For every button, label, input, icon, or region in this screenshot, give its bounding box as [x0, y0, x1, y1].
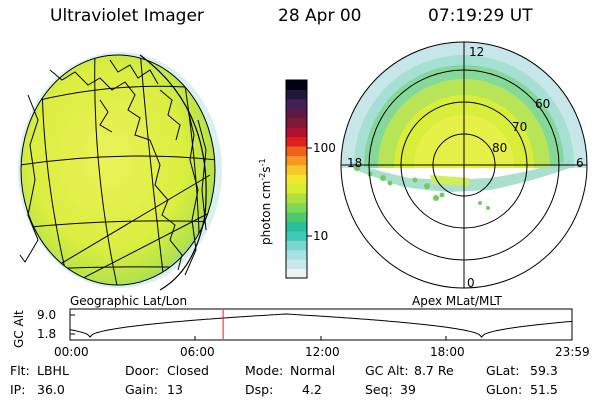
door-label: Door:	[125, 363, 160, 378]
mode-label: Mode:	[245, 363, 284, 378]
unit-mid: s	[259, 166, 273, 173]
colorbar-segment	[286, 230, 307, 241]
unit-sup1: -2	[258, 172, 267, 181]
right-panel-caption: Apex MLat/MLT	[412, 294, 502, 308]
seq-label: Seq:	[365, 382, 393, 397]
mlat-label-70: 70	[512, 120, 528, 134]
door-value: Closed	[167, 363, 209, 378]
ip-value: 36.0	[37, 382, 65, 397]
gain-label: Gain:	[125, 382, 158, 397]
colorbar-segment	[286, 127, 307, 138]
time-label: 07:19:29 UT	[428, 6, 533, 26]
colorbar-tick-10: 10	[313, 229, 329, 243]
mlt-label-18: 18	[347, 156, 363, 170]
colorbar-segment	[286, 212, 307, 222]
colorbar-segment	[286, 89, 307, 100]
unit-sup2: -1	[258, 158, 267, 167]
colorbar-segment	[286, 202, 307, 213]
timeline-axis-label: GC Alt	[12, 310, 26, 348]
colorbar-segment	[286, 146, 307, 156]
glat-value: 59.3	[530, 363, 558, 378]
mlat-label-60: 60	[535, 97, 551, 111]
gain-value: 13	[167, 382, 183, 397]
colorbar-segment	[286, 249, 307, 260]
left-panel-caption: Geographic Lat/Lon	[70, 294, 188, 308]
date-label: 28 Apr 00	[278, 6, 362, 26]
timeline-xtick-0000: 00:00	[54, 345, 89, 359]
colorbar-segment	[286, 174, 307, 185]
glat-label: GLat:	[486, 363, 520, 378]
colorbar-tick-100: 100	[313, 141, 336, 155]
gcalt-label: GC Alt:	[365, 363, 409, 378]
colorbar-segment	[286, 193, 307, 204]
colorbar-segment	[286, 164, 307, 175]
colorbar-segment	[286, 108, 307, 119]
timeline-xtick-1800: 18:00	[430, 345, 465, 359]
colorbar-segment	[286, 80, 307, 90]
colorbar-segment	[286, 98, 307, 109]
app-title: Ultraviolet Imager	[50, 6, 204, 26]
colorbar-segment	[286, 259, 307, 270]
colorbar-border	[285, 79, 308, 279]
timeline-ytick-low: 1.8	[37, 327, 57, 341]
mlt-label-12: 12	[469, 45, 485, 59]
ip-label: IP:	[10, 382, 26, 397]
timeline-xtick-2359: 23:59	[555, 345, 590, 359]
mlat-label-80: 80	[492, 141, 508, 155]
colorbar-segment	[286, 183, 307, 194]
color-scale-bar	[285, 79, 308, 279]
dsp-label: Dsp:	[245, 382, 274, 397]
colorbar-segment	[286, 268, 307, 279]
dsp-value: 4.2	[302, 382, 322, 397]
timeline-xtick-0600: 06:00	[180, 345, 215, 359]
flt-value: LBHL	[37, 363, 69, 378]
colorbar-segment	[286, 117, 307, 128]
geographic-globe	[18, 52, 222, 291]
timeline-ytick-high: 9.0	[37, 308, 57, 322]
colorbar-segment	[286, 136, 307, 147]
mlt-label-0: 0	[467, 276, 475, 290]
unit-main: photon cm	[259, 180, 273, 245]
glon-label: GLon:	[486, 382, 523, 397]
glon-value: 51.5	[530, 382, 558, 397]
gcalt-value: 8.7 Re	[414, 363, 454, 378]
colorbar-segment	[286, 221, 307, 232]
timeline-xtick-1200: 12:00	[305, 345, 340, 359]
colorbar-segment	[286, 155, 307, 166]
flt-label: Flt:	[10, 363, 30, 378]
polar-plot	[340, 41, 588, 289]
altitude-timeline	[69, 308, 573, 341]
seq-value: 39	[400, 382, 416, 397]
colorbar-segment	[286, 240, 307, 251]
mode-value: Normal	[290, 363, 336, 378]
colorbar-unit-label: photon cm-2s-1	[258, 158, 273, 245]
mlt-label-6: 6	[576, 156, 584, 170]
